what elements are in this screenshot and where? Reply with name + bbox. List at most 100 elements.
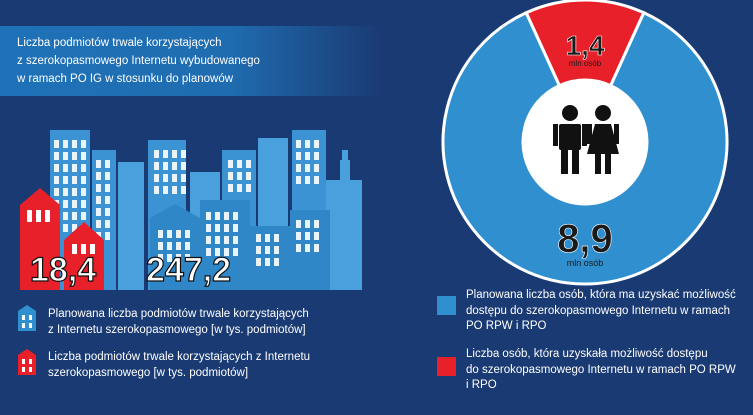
window xyxy=(176,242,181,250)
window xyxy=(105,184,110,192)
legend-swatch-planned xyxy=(437,296,456,315)
window xyxy=(72,200,77,208)
window xyxy=(96,184,101,192)
legend-left-actual: Liczba podmiotów trwale korzystających z… xyxy=(48,351,311,379)
window xyxy=(63,212,68,220)
window xyxy=(246,160,251,168)
window xyxy=(296,220,301,228)
window xyxy=(163,174,168,182)
window xyxy=(215,212,220,220)
window xyxy=(105,232,110,240)
window xyxy=(158,254,163,262)
window xyxy=(237,172,242,180)
window xyxy=(81,176,86,184)
window xyxy=(206,212,211,220)
window xyxy=(296,164,301,172)
window xyxy=(81,152,86,160)
legend-right-planned: Planowana liczba osób, która ma uzyskać … xyxy=(466,289,736,332)
window xyxy=(163,150,168,158)
window xyxy=(265,258,270,266)
window xyxy=(256,258,261,266)
window xyxy=(224,236,229,244)
legend-left-planned: Planowana liczba podmiotów trwale korzys… xyxy=(48,308,309,336)
window xyxy=(154,162,159,170)
building xyxy=(118,162,144,290)
window xyxy=(181,186,186,194)
window xyxy=(215,248,220,256)
window xyxy=(105,160,110,168)
window xyxy=(233,236,238,244)
window xyxy=(265,234,270,242)
window xyxy=(296,140,301,148)
window xyxy=(206,224,211,232)
window xyxy=(233,248,238,256)
window xyxy=(224,248,229,256)
chart-title: Liczba podmiotów trwale korzystających z… xyxy=(17,37,260,85)
window xyxy=(237,184,242,192)
house-windows xyxy=(27,210,95,254)
window xyxy=(72,176,77,184)
window xyxy=(96,160,101,168)
window xyxy=(296,152,301,160)
window xyxy=(54,140,59,148)
window xyxy=(314,164,319,172)
window xyxy=(172,162,177,170)
window xyxy=(63,152,68,160)
chart-title-band: Liczba podmiotów trwale korzystających z… xyxy=(0,26,382,96)
window xyxy=(96,196,101,204)
window xyxy=(181,150,186,158)
window xyxy=(185,254,190,262)
window xyxy=(185,230,190,238)
window xyxy=(63,176,68,184)
building-spire xyxy=(342,150,348,162)
window xyxy=(105,196,110,204)
window xyxy=(224,224,229,232)
window xyxy=(206,248,211,256)
window xyxy=(296,244,301,252)
window xyxy=(172,174,177,182)
window xyxy=(176,230,181,238)
window xyxy=(81,140,86,148)
window xyxy=(63,224,68,232)
window xyxy=(105,208,110,216)
window xyxy=(72,224,77,232)
window xyxy=(54,164,59,172)
value-label-actual: 18,4 xyxy=(30,251,96,289)
window xyxy=(314,140,319,148)
window xyxy=(81,164,86,172)
window xyxy=(176,254,181,262)
window xyxy=(96,208,101,216)
window xyxy=(314,152,319,160)
window xyxy=(81,200,86,208)
window xyxy=(154,174,159,182)
window xyxy=(233,212,238,220)
window xyxy=(163,162,168,170)
window xyxy=(314,176,319,184)
window xyxy=(172,186,177,194)
window xyxy=(314,220,319,228)
window xyxy=(228,160,233,168)
donut-label-small: 1,4 xyxy=(566,30,605,61)
house-icon xyxy=(18,349,36,375)
window xyxy=(314,232,319,240)
window xyxy=(63,188,68,196)
donut-label-big: 8,9 xyxy=(557,217,613,261)
window xyxy=(167,254,172,262)
window xyxy=(296,176,301,184)
window xyxy=(305,164,310,172)
window xyxy=(228,172,233,180)
window xyxy=(305,140,310,148)
building-spire xyxy=(340,160,350,180)
legend-swatch-actual xyxy=(437,357,456,376)
window xyxy=(158,230,163,238)
window xyxy=(314,244,319,252)
window xyxy=(274,258,279,266)
window xyxy=(228,184,233,192)
window xyxy=(105,172,110,180)
man-woman-icon xyxy=(553,105,619,174)
window xyxy=(158,242,163,250)
window xyxy=(72,188,77,196)
window xyxy=(63,164,68,172)
window xyxy=(274,246,279,254)
window xyxy=(54,152,59,160)
